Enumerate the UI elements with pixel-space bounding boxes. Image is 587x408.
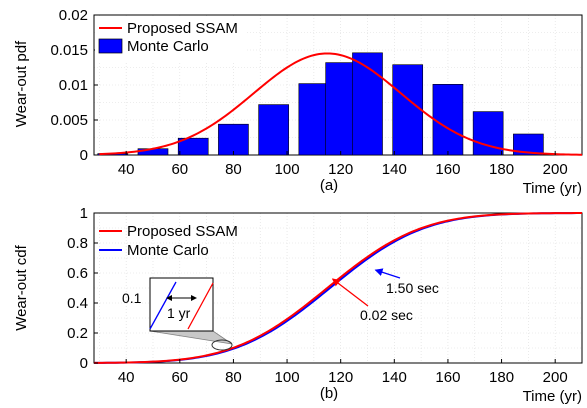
legend-swatch-monte-carlo [98, 38, 123, 54]
zoom-inset: 0.1 1 yr [122, 277, 233, 351]
legend-a: Proposed SSAM Monte Carlo [95, 16, 247, 62]
y-tick-label-b: 0.2 [67, 325, 88, 342]
x-tick-label-a: 100 [275, 161, 300, 178]
x-tick-label-a: 40 [118, 161, 135, 178]
legend-label-proposed-ssam: Proposed SSAM [127, 20, 238, 37]
inset-line-proposed-ssam [187, 282, 214, 330]
bar-monte-carlo [298, 83, 330, 156]
annotation-arrow-red [331, 278, 369, 307]
bar-monte-carlo [352, 52, 383, 156]
legend-label-proposed-ssam-b: Proposed SSAM [127, 223, 238, 240]
x-tick-label-a: 140 [382, 161, 407, 178]
panel-a: 40 60 80 100 120 140 160 180 200 0 0.005 0.01 0.015… [13, 7, 583, 197]
x-tick-label-a: 60 [171, 161, 188, 178]
bar-monte-carlo [513, 133, 544, 156]
y-tick-label-b: 0.6 [67, 265, 88, 282]
x-tick-label-a: 180 [489, 161, 514, 178]
annotation-label-1-50-sec: 1.50 sec [386, 280, 439, 296]
y-tick-label-b: 0.4 [67, 295, 88, 312]
legend-label-monte-carlo: Monte Carlo [127, 38, 209, 55]
inset-gap-arrowhead-right [191, 295, 197, 301]
bar-monte-carlo [325, 62, 356, 156]
bars-monte-carlo [97, 52, 544, 156]
bar-monte-carlo [472, 111, 504, 156]
y-axis-label-b: Wear-out cdf [13, 244, 30, 330]
x-tick-label-b: 200 [543, 369, 568, 386]
panel-b: 40 60 80 100 120 140 160 180 200 0 0.2 0.4 0.6 0.8 1 … [13, 205, 583, 405]
x-tick-label-a: 80 [225, 161, 242, 178]
x-tick-label-a: 200 [543, 161, 568, 178]
y-tick-label-b: 0 [80, 355, 88, 372]
bar-monte-carlo [258, 104, 289, 156]
y-tick-label-a: 0.01 [59, 77, 88, 94]
plot-area-b [93, 212, 583, 364]
zoom-focus-ellipse [211, 339, 233, 351]
x-tick-label-b: 40 [118, 369, 135, 386]
x-tick-label-a: 160 [435, 161, 460, 178]
annotation-1-50-sec: 1.50 sec [374, 268, 439, 296]
x-tick-label-b: 120 [328, 369, 353, 386]
bar-monte-carlo [177, 137, 209, 156]
panel-label-b: (b) [320, 385, 338, 402]
legend-label-monte-carlo-b: Monte Carlo [127, 242, 209, 259]
x-tick-label-b: 180 [489, 369, 514, 386]
x-axis-label-a: Time (yr) [523, 180, 582, 197]
inset-gap-label: 1 yr [167, 305, 191, 321]
series-line-proposed-ssam [99, 52, 583, 156]
inset-box [149, 277, 214, 332]
x-tick-label-b: 140 [382, 369, 407, 386]
legend-b: Proposed SSAM Monte Carlo [99, 223, 238, 259]
x-tick-label-a: 120 [328, 161, 353, 178]
inset-offset-label: 0.1 [122, 290, 142, 306]
bar-monte-carlo [432, 84, 464, 156]
x-tick-label-b: 60 [171, 369, 188, 386]
panel-label-a: (a) [320, 177, 338, 194]
y-tick-label-a: 0.005 [50, 112, 88, 129]
x-axis-label-b: Time (yr) [523, 388, 582, 405]
y-ticks-b: 0 0.2 0.4 0.6 0.8 1 [67, 205, 98, 372]
annotation-0-02-sec: 0.02 sec [331, 278, 413, 323]
y-tick-label-b: 1 [80, 205, 88, 222]
x-tick-label-b: 80 [225, 369, 242, 386]
inset-gap-arrowhead-left [166, 295, 172, 301]
x-ticks-b: 40 60 80 100 120 140 160 180 200 [118, 359, 568, 386]
x-ticks-a: 40 60 80 100 120 140 160 180 200 [118, 151, 568, 178]
x-tick-label-b: 100 [275, 369, 300, 386]
y-tick-label-a: 0.02 [59, 7, 88, 24]
y-ticks-a: 0 0.005 0.01 0.015 0.02 [50, 7, 98, 164]
y-tick-label-a: 0 [80, 147, 88, 164]
x-tick-label-b: 160 [435, 369, 460, 386]
bar-monte-carlo [218, 123, 249, 156]
zoom-wedge [149, 330, 233, 345]
annotation-arrow-blue [374, 268, 401, 279]
inset-line-monte-carlo [149, 281, 177, 330]
y-axis-label-a: Wear-out pdf [13, 40, 30, 127]
y-tick-label-a: 0.015 [50, 42, 88, 59]
annotation-label-0-02-sec: 0.02 sec [360, 307, 413, 323]
y-tick-label-b: 0.8 [67, 235, 88, 252]
bar-monte-carlo [392, 64, 424, 156]
